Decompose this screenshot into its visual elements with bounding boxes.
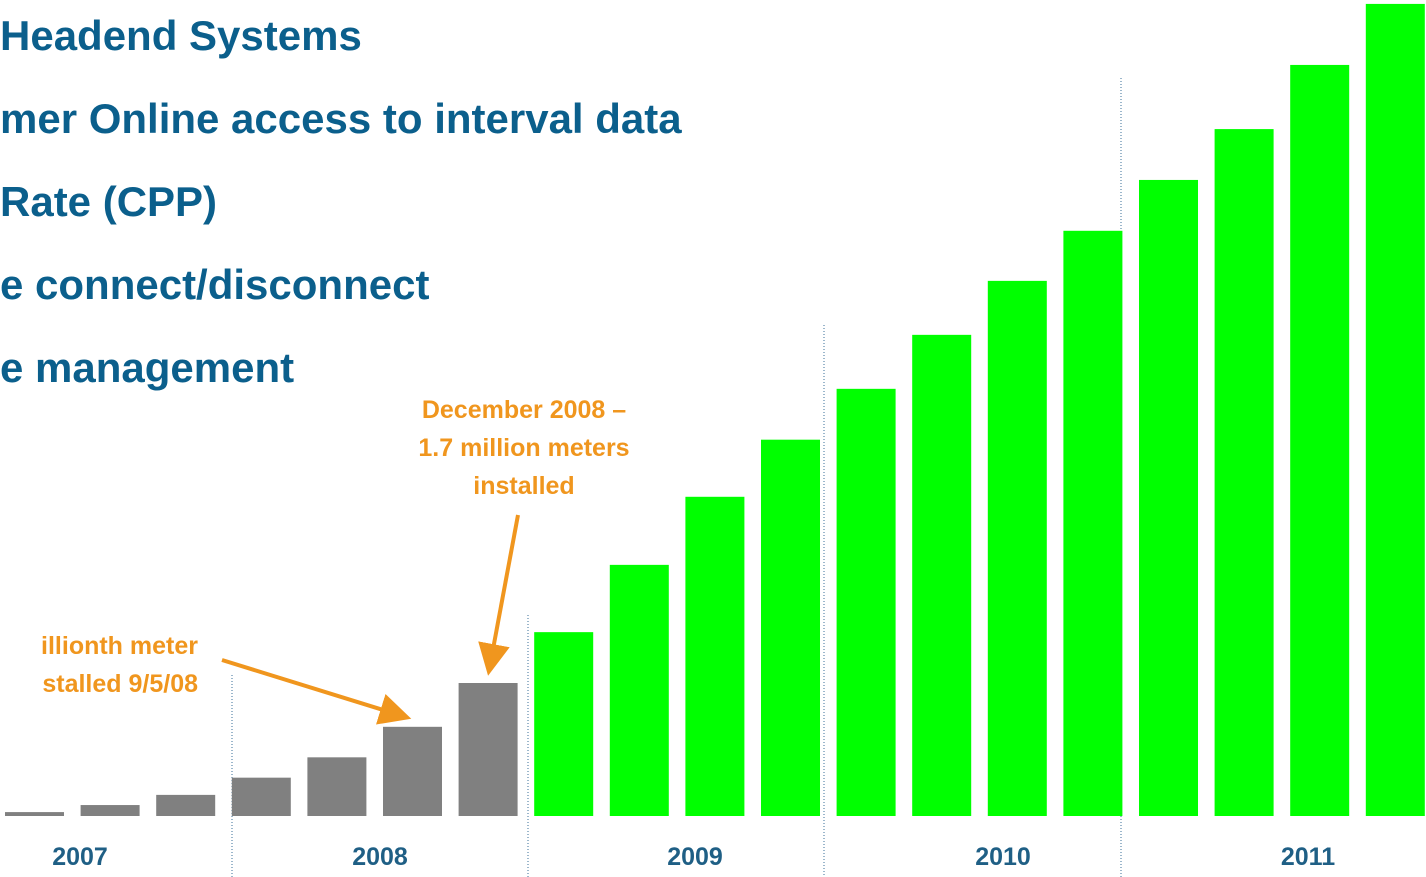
bar	[1063, 230, 1123, 816]
bar	[1365, 3, 1425, 816]
bar	[156, 794, 216, 816]
bar	[836, 388, 896, 816]
annotation: December 2008 –	[422, 396, 626, 424]
bar	[1139, 179, 1198, 816]
annotation: 1.7 million meters	[418, 434, 629, 462]
bar	[761, 439, 820, 816]
bullet-text: mer Online access to interval data	[0, 95, 682, 142]
year-label: 2010	[975, 843, 1031, 871]
annotation: installed	[473, 472, 574, 500]
bar	[80, 805, 140, 816]
bar	[1290, 64, 1350, 816]
year-label: 2008	[352, 843, 408, 871]
bar	[534, 632, 594, 816]
bar	[609, 564, 669, 816]
bar	[685, 496, 745, 816]
annotation: illionth meter	[41, 632, 198, 660]
arrow	[221, 658, 412, 725]
year-label: 2007	[52, 843, 108, 871]
bullet-text: e management	[0, 344, 294, 391]
bullet-text: Headend Systems	[0, 12, 362, 59]
arrow	[478, 514, 520, 676]
year-label: 2011	[1281, 843, 1335, 871]
bar	[231, 777, 291, 816]
bars	[5, 3, 1425, 817]
year-label: 2009	[667, 843, 723, 871]
bar	[5, 812, 64, 816]
bar	[987, 280, 1047, 817]
bar	[1214, 129, 1274, 816]
bar	[912, 334, 972, 816]
bar	[458, 682, 518, 816]
bar	[307, 757, 367, 816]
bullet-text: Rate (CPP)	[0, 178, 217, 225]
bullet-text: e connect/disconnect	[0, 261, 429, 308]
annotation: stalled 9/5/08	[42, 670, 198, 698]
bar	[383, 726, 442, 816]
